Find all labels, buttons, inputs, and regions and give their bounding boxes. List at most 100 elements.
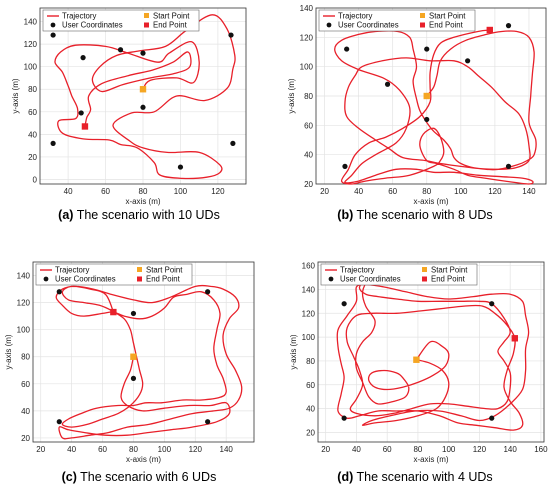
- y-tick-label: 80: [21, 353, 30, 362]
- user-point: [80, 55, 86, 61]
- y-tick-label: 120: [302, 309, 316, 318]
- y-tick-label: 40: [28, 130, 37, 139]
- legend-end-label: End Point: [429, 21, 464, 30]
- legend-box: [320, 263, 478, 286]
- start-point-marker: [130, 353, 137, 360]
- caption-c: (c) The scenario with 6 UDs: [62, 470, 217, 484]
- end-point-marker: [110, 308, 117, 316]
- axes-box: [32, 261, 255, 443]
- y-tick-label: 60: [21, 380, 30, 389]
- x-tick-label: 140: [503, 445, 517, 454]
- x-tick-label: 40: [67, 445, 76, 454]
- user-point: [205, 289, 211, 295]
- x-axis-label: x-axis (m): [413, 197, 448, 206]
- y-tick-label: 40: [21, 407, 30, 416]
- x-tick-label: 100: [442, 445, 456, 454]
- x-tick-label: 120: [473, 445, 487, 454]
- end-point-marker: [511, 335, 518, 342]
- user-point: [489, 301, 495, 307]
- y-tick-label: 60: [306, 381, 315, 390]
- user-point: [78, 110, 84, 116]
- legend-trajectory-label: Trajectory: [338, 12, 372, 21]
- x-tick-label: 100: [174, 187, 188, 196]
- legend-start-swatch: [420, 13, 425, 18]
- y-tick-label: 100: [302, 333, 316, 342]
- legend-start-swatch: [137, 267, 142, 272]
- legend-end-swatch: [137, 276, 142, 282]
- x-tick-label: 120: [211, 187, 225, 196]
- legend-start-label: Start Point: [431, 266, 468, 275]
- user-point: [130, 375, 137, 381]
- legend-end-label: End Point: [153, 21, 188, 30]
- x-tick-label: 60: [98, 445, 107, 454]
- caption-a: (a) The scenario with 10 UDs: [58, 208, 220, 222]
- trajectory-line: [54, 14, 236, 180]
- x-tick-label: 40: [354, 187, 363, 196]
- y-tick-label: 100: [17, 326, 31, 335]
- user-point: [344, 46, 350, 52]
- y-axis-label: y-axis (m): [11, 78, 20, 113]
- user-point: [505, 163, 512, 169]
- legend-box: [35, 263, 193, 286]
- x-tick-label: 160: [534, 445, 548, 454]
- x-tick-label: 20: [321, 445, 330, 454]
- panel-d: 20 40 60 80 100 120 140 160 20 40 60 80 100 120 140 160…: [289, 262, 548, 464]
- legend-trajectory-label: Trajectory: [340, 266, 374, 275]
- x-tick-label: 60: [383, 445, 392, 454]
- trajectory-line: [334, 29, 537, 185]
- legend-user-swatch: [326, 22, 332, 28]
- legend-end-swatch: [420, 22, 425, 28]
- legend-start-label: Start Point: [429, 12, 466, 21]
- user-point: [205, 419, 211, 425]
- y-tick-label: 60: [304, 121, 313, 130]
- y-axis-label: y-axis (m): [4, 334, 13, 369]
- legend-start-label: Start Point: [153, 12, 190, 21]
- legend-user-label: User Coordinates: [338, 21, 399, 30]
- x-tick-label: 100: [158, 445, 172, 454]
- y-tick-label: 140: [302, 285, 316, 294]
- x-tick-label: 120: [488, 187, 502, 196]
- legend-end-label: End Point: [431, 275, 466, 284]
- x-tick-label: 80: [413, 445, 422, 454]
- end-point-marker: [486, 26, 493, 34]
- y-tick-label: 60: [28, 108, 37, 117]
- legend-end-swatch: [422, 276, 427, 282]
- x-tick-label: 140: [522, 187, 536, 196]
- user-point: [230, 140, 236, 146]
- x-tick-label: 140: [220, 445, 234, 454]
- legend-trajectory-label: Trajectory: [55, 266, 89, 275]
- user-point: [341, 301, 347, 307]
- user-point: [140, 104, 146, 110]
- legend-user-label: User Coordinates: [340, 275, 401, 284]
- legend-box: [318, 9, 476, 32]
- legend-box: [42, 9, 200, 32]
- y-tick-label: 120: [300, 33, 314, 42]
- x-tick-label: 40: [352, 445, 361, 454]
- end-point-marker: [81, 123, 89, 130]
- legend-trajectory-label: Trajectory: [62, 12, 96, 21]
- user-point: [489, 415, 495, 421]
- y-tick-label: 120: [24, 40, 38, 49]
- axes-box: [315, 7, 547, 185]
- x-tick-label: 60: [101, 187, 110, 196]
- user-point: [117, 47, 124, 53]
- x-tick-label: 20: [36, 445, 45, 454]
- y-tick-label: 20: [304, 180, 313, 189]
- user-point: [465, 58, 471, 64]
- y-tick-label: 40: [306, 405, 315, 414]
- y-tick-label: 140: [17, 272, 31, 281]
- y-tick-label: 120: [17, 299, 31, 308]
- start-point-marker: [139, 86, 147, 93]
- y-tick-label: 40: [304, 151, 313, 160]
- caption-d: (d) The scenario with 4 UDs: [337, 470, 492, 484]
- legend-user-swatch: [328, 276, 334, 282]
- plot-area: [33, 262, 254, 442]
- user-point: [50, 32, 56, 38]
- x-axis-label: x-axis (m): [413, 455, 448, 464]
- legend-end-swatch: [144, 22, 149, 28]
- user-point: [56, 289, 62, 295]
- caption-b: (b) The scenario with 8 UDs: [337, 208, 492, 222]
- axes-box: [317, 261, 545, 443]
- y-tick-label: 80: [28, 85, 37, 94]
